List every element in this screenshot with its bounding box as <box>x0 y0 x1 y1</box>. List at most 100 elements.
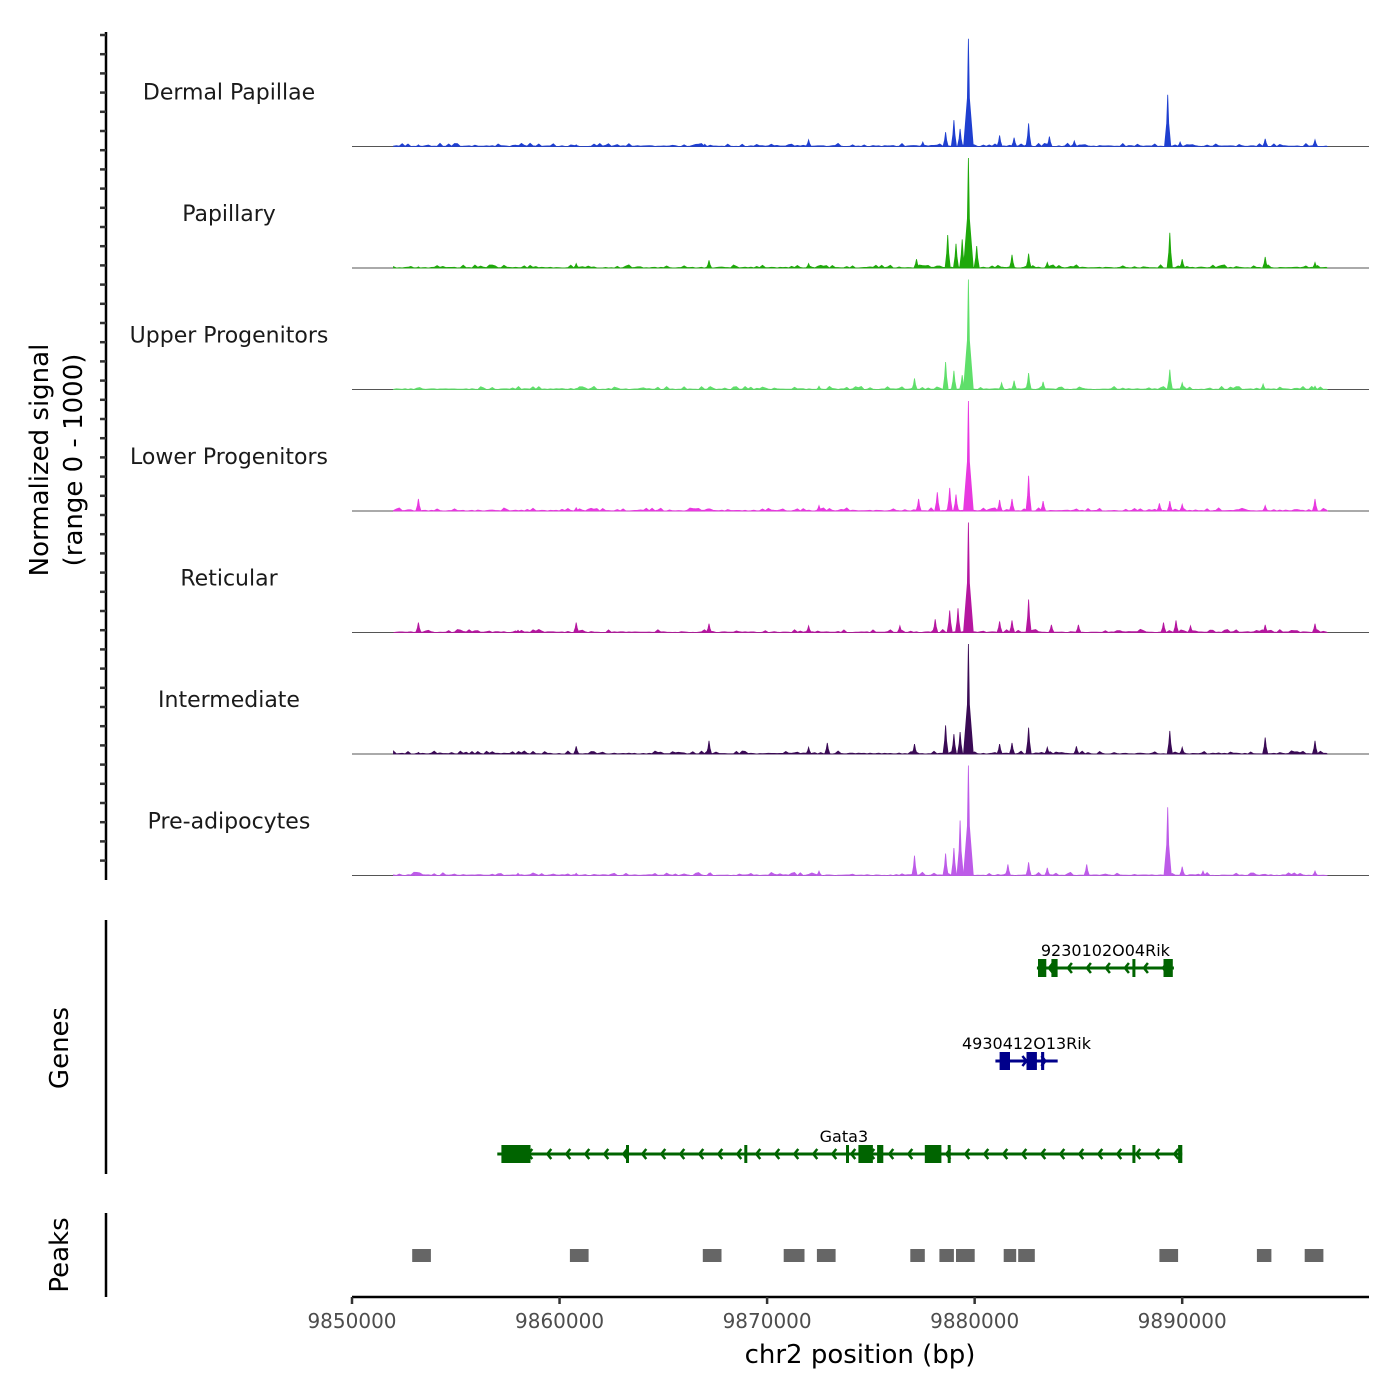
signal-peak <box>932 619 939 633</box>
strand-arrow <box>1077 1148 1085 1160</box>
signal-peak <box>1311 261 1319 269</box>
strand-arrow <box>1115 1148 1123 1160</box>
strand-arrow <box>640 1148 648 1160</box>
track-background-signal <box>393 871 1328 877</box>
signal-peak <box>1261 624 1269 633</box>
track-upper-progenitors: Upper Progenitors <box>130 279 1369 390</box>
track-background-signal <box>393 142 1328 148</box>
signal-peak <box>952 243 960 269</box>
signal-peak <box>1179 259 1186 269</box>
strand-arrow <box>792 1148 800 1160</box>
signal-peak <box>915 498 922 512</box>
signal-peak <box>1166 232 1173 269</box>
signal-peak <box>824 742 831 755</box>
x-tick-label: 9870000 <box>723 1309 812 1333</box>
strand-arrow <box>1134 1148 1142 1160</box>
signal-peak <box>572 746 580 755</box>
peak-region <box>702 1249 722 1262</box>
signal-peak <box>705 872 713 876</box>
signal-peak <box>1261 504 1269 512</box>
signal-peak <box>1166 501 1173 512</box>
signal-peak <box>1178 502 1186 512</box>
gene-4930412o13rik: 4930412O13Rik <box>962 1034 1092 1070</box>
signal-peak <box>1164 94 1172 147</box>
track-intermediate: Intermediate <box>158 643 1369 755</box>
track-reticular: Reticular <box>180 522 1369 633</box>
signal-peak <box>1083 864 1090 876</box>
signal-peak <box>573 387 579 390</box>
gene-label: 4930412O13Rik <box>962 1034 1092 1053</box>
exon <box>1163 959 1173 977</box>
signal-peak <box>963 38 974 147</box>
signal-peak <box>705 740 713 755</box>
strand-arrow <box>1096 1148 1104 1160</box>
strand-arrow <box>1123 962 1130 974</box>
strand-arrow <box>1085 962 1092 974</box>
signal-peak <box>805 138 812 147</box>
signal-peak <box>1025 475 1032 512</box>
signal-peak <box>1025 599 1032 633</box>
x-axis-title: chr2 position (bp) <box>745 1340 976 1370</box>
signal-peak <box>946 487 953 512</box>
signal-peak <box>934 492 941 512</box>
genes-panel-title: Genes <box>45 1007 75 1089</box>
track-background-signal <box>393 750 1328 755</box>
strand-arrow <box>887 1148 895 1160</box>
signal-peak <box>1262 256 1269 269</box>
track-label: Reticular <box>180 567 278 592</box>
exon <box>1178 1145 1183 1163</box>
exon <box>744 1145 748 1163</box>
strand-arrow <box>849 1148 857 1160</box>
track-background-signal <box>393 385 1328 390</box>
signal-peak <box>1179 866 1186 876</box>
strand-arrow <box>830 1148 838 1160</box>
signal-peak <box>1025 862 1032 876</box>
x-tick-label: 9880000 <box>930 1309 1019 1333</box>
strand-arrow <box>754 1148 762 1160</box>
strand-arrow <box>773 1148 781 1160</box>
signal-peak <box>1311 623 1319 633</box>
signal-peak <box>911 744 918 755</box>
exon <box>1132 959 1136 977</box>
signal-peak <box>1010 380 1018 390</box>
signal-peak <box>1010 137 1018 147</box>
signal-peak <box>1311 870 1319 876</box>
signal-peak <box>1039 381 1047 390</box>
signal-peak <box>1008 742 1016 755</box>
signal-peak <box>1259 382 1267 390</box>
signal-peak <box>996 135 1003 147</box>
signal-peak <box>1311 138 1319 147</box>
signal-peak <box>572 872 581 876</box>
y-axis-title-line: Normalized signal <box>25 344 55 577</box>
strand-arrow <box>1039 1148 1047 1160</box>
peak-region <box>783 1249 805 1262</box>
signal-peak <box>805 262 813 269</box>
peak-region <box>910 1249 925 1262</box>
strand-arrow <box>1142 962 1149 974</box>
exon <box>626 1145 629 1163</box>
signal-peak <box>1004 864 1012 876</box>
signal-peak <box>957 128 964 147</box>
signal-peak <box>942 132 949 147</box>
gene-label: Gata3 <box>820 1127 868 1146</box>
signal-peak <box>514 629 522 633</box>
strand-arrow <box>1066 962 1073 974</box>
strand-arrow <box>963 1148 971 1160</box>
signal-peak <box>700 143 709 147</box>
x-tick-label: 9890000 <box>1138 1309 1227 1333</box>
track-papillary: Papillary <box>182 157 1369 269</box>
signal-peak <box>896 624 904 633</box>
strand-arrow <box>716 1148 724 1160</box>
peak-region <box>1304 1249 1324 1262</box>
strand-arrow <box>583 1148 591 1160</box>
peak-region <box>1018 1249 1035 1262</box>
gene-gata3: Gata3 <box>497 1127 1183 1163</box>
signal-peak <box>514 872 522 876</box>
peaks-panel-title: Peaks <box>45 1217 75 1292</box>
strand-arrow <box>1104 962 1111 974</box>
track-dermal-papillae: Dermal Papillae <box>143 38 1369 148</box>
signal-peak <box>1008 620 1016 633</box>
exon <box>1051 959 1058 977</box>
signal-peak <box>705 508 713 512</box>
